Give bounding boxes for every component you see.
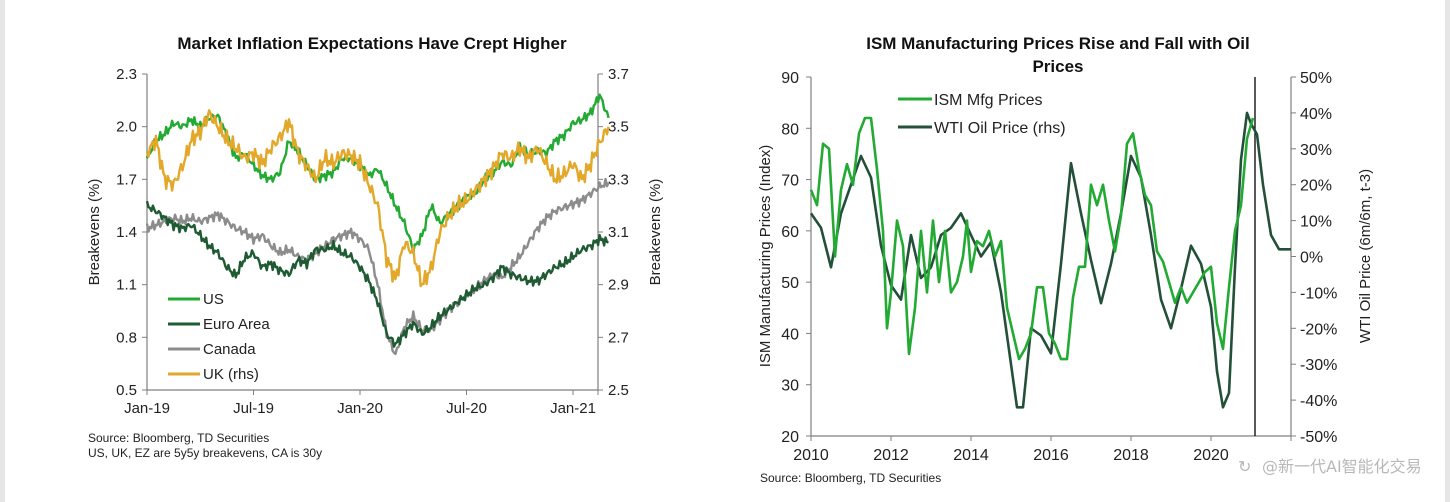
y-tick-label: 1.4 xyxy=(116,224,137,241)
y-tick-label: 80 xyxy=(781,121,799,138)
watermark-text: @新一代AI智能化交易 xyxy=(1262,457,1422,476)
y2-tick-label: -50% xyxy=(1300,429,1337,446)
legend-label: Canada xyxy=(203,341,256,358)
y-tick-label: 2.0 xyxy=(116,119,137,136)
y2-tick-label: 2.9 xyxy=(608,277,629,294)
y-tick-label: 70 xyxy=(781,173,799,190)
y2-tick-label: 3.3 xyxy=(608,171,629,188)
y2-tick-label: 0% xyxy=(1300,250,1323,267)
y2-tick-label: 50% xyxy=(1300,70,1332,87)
x-tick-label: 2018 xyxy=(1113,447,1149,464)
legend-label: ISM Mfg Prices xyxy=(934,92,1042,109)
y-tick-label: 20 xyxy=(781,429,799,446)
y-tick-label: 1.7 xyxy=(116,171,137,188)
y-tick-label: 2.3 xyxy=(116,66,137,83)
right-chart-y2-axis-label: WTI Oil Price (6m/6m, t-3) xyxy=(1357,169,1374,343)
x-tick-label: Jan-19 xyxy=(124,400,170,417)
watermark: ↻ @新一代AI智能化交易 xyxy=(1238,457,1422,476)
series-line-us xyxy=(145,93,610,254)
left-chart-methodology-note: US, UK, EZ are 5y5y breakevens, CA is 30… xyxy=(88,446,322,460)
y2-tick-label: 30% xyxy=(1300,142,1332,159)
x-tick-label: 2012 xyxy=(873,447,909,464)
y2-tick-label: 20% xyxy=(1300,178,1332,195)
x-tick-label: Jan-20 xyxy=(337,400,383,417)
y-tick-label: 40 xyxy=(781,326,799,343)
y-tick-label: 90 xyxy=(781,70,799,87)
left-chart-y2-axis-label: Breakevens (%) xyxy=(647,179,664,286)
y-tick-label: 0.8 xyxy=(116,329,137,346)
x-tick-label: Jan-21 xyxy=(550,400,596,417)
y2-tick-label: -40% xyxy=(1300,393,1337,410)
x-tick-label: 2010 xyxy=(793,447,829,464)
y2-tick-label: -30% xyxy=(1300,357,1337,374)
series-line-ism-mfg-prices xyxy=(809,116,1255,361)
x-tick-label: 2016 xyxy=(1033,447,1069,464)
right-chart-title-line-1: ISM Manufacturing Prices Rise and Fall w… xyxy=(866,34,1250,53)
y2-tick-label: 3.7 xyxy=(608,66,629,83)
y2-tick-label: 3.1 xyxy=(608,224,629,241)
left-chart-y-axis-label: Breakevens (%) xyxy=(86,179,103,286)
left-chart-title: Market Inflation Expectations Have Crept… xyxy=(177,34,567,53)
right-edge-bar xyxy=(1445,0,1450,502)
left-chart-source-note: Source: Bloomberg, TD Securities xyxy=(88,431,269,445)
legend-label: WTI Oil Price (rhs) xyxy=(934,120,1066,137)
watermark-logo-icon: ↻ xyxy=(1238,457,1251,476)
left-chart: 2.3 2.0 1.7 1.4 1.1 0.8 0.5 3.7 3.5 3.3 3.1 2.9 2.7 2… xyxy=(116,66,629,417)
y2-tick-label: 10% xyxy=(1300,214,1332,231)
left-edge-bar xyxy=(0,0,5,502)
legend-label: US xyxy=(203,291,224,308)
legend-label: UK (rhs) xyxy=(203,366,259,383)
y-tick-label: 60 xyxy=(781,224,799,241)
x-tick-label: 2014 xyxy=(953,447,989,464)
right-chart-y-axis-label: ISM Manufacturing Prices (Index) xyxy=(757,145,774,368)
right-chart-title-line-2: Prices xyxy=(1032,57,1083,76)
x-tick-label: Jul-19 xyxy=(233,400,274,417)
series-line-uk-rhs xyxy=(145,109,610,288)
y2-tick-label: 2.5 xyxy=(608,382,629,399)
y2-tick-label: 2.7 xyxy=(608,329,629,346)
series-line-euro-area xyxy=(145,200,609,348)
legend-label: Euro Area xyxy=(203,316,270,333)
y2-tick-label: 3.5 xyxy=(608,119,629,136)
y-tick-label: 1.1 xyxy=(116,277,137,294)
y-tick-label: 30 xyxy=(781,378,799,395)
right-chart: 90 80 70 60 50 40 30 20 50% 40% 30% 20% 10% 0% -10% -20… xyxy=(781,70,1337,464)
y-tick-label: 0.5 xyxy=(116,382,137,399)
series-line-wti-oil-price-rhs xyxy=(809,111,1291,409)
x-tick-label: 2020 xyxy=(1193,447,1229,464)
y2-tick-label: -20% xyxy=(1300,321,1337,338)
y2-tick-label: 40% xyxy=(1300,106,1332,123)
right-chart-source-note: Source: Bloomberg, TD Securities xyxy=(760,471,941,485)
series-line-canada xyxy=(145,177,610,356)
y2-tick-label: -10% xyxy=(1300,285,1337,302)
y-tick-label: 50 xyxy=(781,275,799,292)
x-tick-label: Jul-20 xyxy=(446,400,487,417)
